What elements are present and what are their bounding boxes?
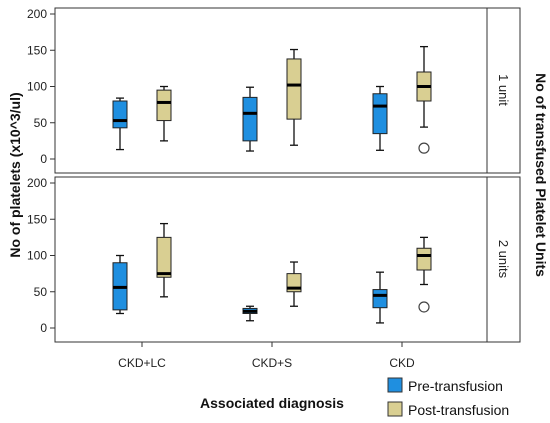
iqr-box <box>156 236 172 278</box>
box-pre-transfusion-ckd-s <box>242 86 258 152</box>
x-tick-label: CKD+S <box>252 356 292 370</box>
box-pre-transfusion-ckd <box>372 271 388 324</box>
y-tick-label: 0 <box>40 321 47 335</box>
legend: Pre-transfusion Post-transfusion <box>387 377 509 418</box>
x-tick-label: CKD+LC <box>118 356 166 370</box>
y-tick-label: 100 <box>27 80 47 94</box>
box-post-transfusion-ckd-lc <box>156 222 172 298</box>
iqr-box <box>286 58 302 120</box>
legend-label-post: Post-transfusion <box>408 402 509 418</box>
box-pre-transfusion-ckd <box>372 85 388 151</box>
box-post-transfusion-ckd-s <box>286 48 302 146</box>
panel-frame-top <box>54 7 488 174</box>
box-pre-transfusion-ckd-s <box>242 305 258 322</box>
outlier-point <box>418 142 430 154</box>
y-tick-label: 200 <box>27 7 47 21</box>
x-axis-title: Associated diagnosis <box>200 395 344 411</box>
iqr-box <box>416 247 432 271</box>
strip-label-top: 1 unit <box>496 74 511 106</box>
strip-frame-bottom <box>486 176 521 343</box>
iqr-box <box>112 100 128 129</box>
strip-frame-top <box>486 7 521 174</box>
y-tick-label: 150 <box>27 43 47 57</box>
box-post-transfusion-ckd <box>416 45 432 154</box>
y-tick-label: 200 <box>27 176 47 190</box>
y-axis-title: No of platelets (x10^3/ul) <box>7 92 23 257</box>
box-pre-transfusion-ckd-lc <box>112 254 128 315</box>
panel-frame-bottom <box>54 176 488 343</box>
x-tick-label: CKD <box>389 356 415 370</box>
legend-swatch-post <box>387 401 403 417</box>
legend-label-pre: Pre-transfusion <box>408 378 503 394</box>
y-tick-label: 150 <box>27 212 47 226</box>
y-tick-label: 100 <box>27 249 47 263</box>
y-tick-label: 0 <box>40 152 47 166</box>
y-tick-label: 50 <box>34 116 48 130</box>
y-tick-label: 50 <box>34 285 48 299</box>
box-pre-transfusion-ckd-lc <box>112 97 128 151</box>
box-post-transfusion-ckd <box>416 236 432 313</box>
outlier-point <box>418 301 430 313</box>
box-post-transfusion-ckd-lc <box>156 85 172 142</box>
facet-axis-title: No of transfused Platelet Units <box>533 73 549 277</box>
iqr-box <box>156 89 172 122</box>
legend-swatch-pre <box>387 377 403 393</box>
x-axis: CKD+LC CKD+S CKD <box>118 342 415 370</box>
box-post-transfusion-ckd-s <box>286 261 302 307</box>
panels-layer: 0 50 100 150 200 0 50 100 150 200 <box>27 7 432 335</box>
iqr-box <box>372 289 388 309</box>
iqr-box <box>372 93 388 135</box>
strip-label-bottom: 2 units <box>496 240 511 279</box>
iqr-box <box>242 96 258 142</box>
